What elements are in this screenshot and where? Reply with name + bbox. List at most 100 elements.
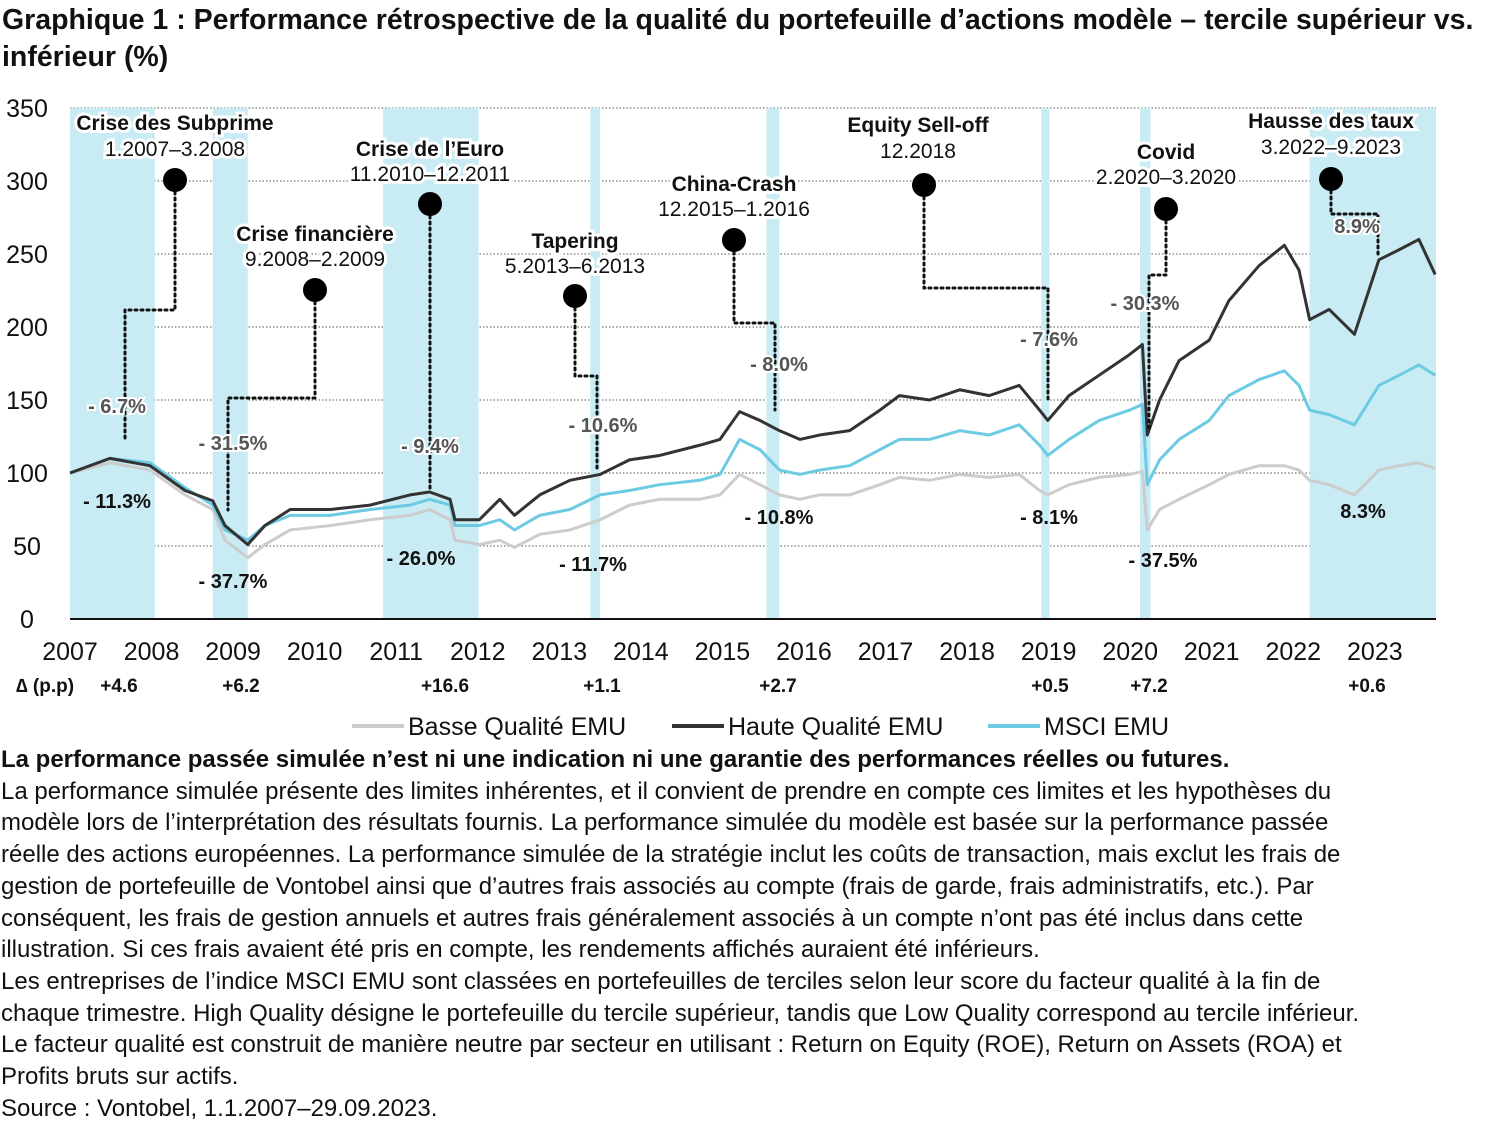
note-line: Le facteur qualité est construit de mani… bbox=[1, 1031, 1342, 1059]
marker-dot bbox=[1319, 167, 1343, 191]
x-tick-label: 2023 bbox=[1347, 638, 1403, 666]
period-dates: 11.2010–12.2011 bbox=[350, 163, 510, 186]
y-tick-label: 0 bbox=[20, 606, 34, 634]
period-title: China-Crash bbox=[672, 173, 797, 196]
delta-value: +0.6 bbox=[1348, 676, 1386, 697]
note-line: illustration. Si ces frais avaient été p… bbox=[1, 936, 1040, 964]
note-line: réelle des actions européennes. La perfo… bbox=[1, 841, 1341, 869]
leader-line bbox=[226, 288, 317, 512]
drawdown-high-quality: - 7.6% bbox=[1020, 329, 1078, 351]
marker-dot bbox=[163, 168, 187, 192]
note-line: gestion de portefeuille de Vontobel ains… bbox=[1, 872, 1314, 900]
drawdown-high-quality: - 8.0% bbox=[750, 354, 808, 376]
drawdown-high-quality: - 9.4% bbox=[401, 436, 459, 458]
delta-value: +16.6 bbox=[421, 676, 469, 697]
note-line: conséquent, les frais de gestion annuels… bbox=[1, 904, 1304, 932]
y-tick-label: 150 bbox=[6, 387, 48, 415]
delta-value: +4.6 bbox=[100, 676, 138, 697]
period-title: Hausse des taux bbox=[1248, 110, 1414, 133]
drawdown-high-quality: - 10.6% bbox=[569, 415, 638, 437]
shaded-period bbox=[1139, 108, 1151, 619]
marker-dot bbox=[303, 278, 327, 302]
x-tick-label: 2019 bbox=[1021, 638, 1077, 666]
leader-line bbox=[123, 178, 177, 442]
delta-value: +6.2 bbox=[222, 676, 260, 697]
y-tick-label: 200 bbox=[6, 314, 48, 342]
x-tick-label: 2017 bbox=[858, 638, 914, 666]
x-tick-label: 2022 bbox=[1265, 638, 1321, 666]
period-title: Tapering bbox=[531, 230, 618, 253]
y-tick-label: 250 bbox=[6, 241, 48, 269]
period-title: Crise financière bbox=[236, 223, 394, 246]
series-line-2 bbox=[69, 363, 1436, 542]
note-line: La performance simulée présente des limi… bbox=[1, 777, 1332, 805]
note-line: chaque trimestre. High Quality désigne l… bbox=[1, 999, 1360, 1027]
x-tick-label: 2011 bbox=[369, 638, 423, 666]
x-tick-label: 2010 bbox=[287, 638, 343, 666]
drawdown-high-quality: - 30.3% bbox=[1111, 293, 1180, 315]
drawdown-high-quality: - 31.5% bbox=[199, 433, 268, 455]
period-dates: 1.2007–3.2008 bbox=[105, 138, 245, 161]
period-title: Crise des Subprime bbox=[76, 112, 273, 135]
x-tick-label: 2018 bbox=[939, 638, 995, 666]
marker-dot bbox=[1154, 197, 1178, 221]
x-tick-label: 2013 bbox=[532, 638, 588, 666]
delta-value: +2.7 bbox=[759, 676, 797, 697]
period-dates: 12.2018 bbox=[880, 140, 956, 163]
period-dates: 2.2020–3.2020 bbox=[1096, 166, 1236, 189]
disclaimer: La performance passée simulée n’est ni u… bbox=[1, 746, 1230, 773]
drawdown-low-quality: 8.3% bbox=[1340, 501, 1386, 523]
chart-title: Graphique 1 : Performance rétrospective … bbox=[2, 4, 1474, 73]
x-tick-label: 2009 bbox=[205, 638, 261, 666]
drawdown-low-quality: - 8.1% bbox=[1020, 507, 1078, 529]
y-tick-label: 50 bbox=[13, 533, 41, 561]
shaded-period bbox=[70, 108, 155, 619]
x-tick-label: 2007 bbox=[42, 638, 98, 666]
leader-line bbox=[922, 183, 1050, 402]
leader-line bbox=[573, 294, 599, 472]
shaded-period bbox=[1041, 108, 1050, 619]
drawdown-low-quality: - 37.7% bbox=[199, 571, 268, 593]
period-dates: 9.2008–2.2009 bbox=[245, 248, 385, 271]
y-tick-label: 350 bbox=[6, 95, 48, 123]
delta-label: ∆ (p.p) bbox=[16, 676, 74, 697]
x-tick-label: 2008 bbox=[124, 638, 180, 666]
y-tick-label: 300 bbox=[6, 168, 48, 196]
note-line: Profits bruts sur actifs. bbox=[1, 1063, 239, 1091]
note-line: modèle lors de l’interprétation des résu… bbox=[1, 809, 1329, 837]
marker-dot bbox=[912, 173, 936, 197]
x-tick-label: 2012 bbox=[450, 638, 506, 666]
period-title: Covid bbox=[1137, 141, 1195, 164]
note-lines: La performance simulée présente des limi… bbox=[1, 776, 1359, 1125]
period-title: Crise de l’Euro bbox=[356, 138, 504, 161]
drawdown-low-quality: - 10.8% bbox=[745, 507, 814, 529]
x-tick-label: 2021 bbox=[1184, 638, 1240, 666]
series-line-1 bbox=[69, 237, 1437, 547]
period-dates: 5.2013–6.2013 bbox=[505, 255, 645, 278]
x-tick-label: 2014 bbox=[613, 638, 669, 666]
delta-value: +7.2 bbox=[1130, 676, 1168, 697]
period-dates: 3.2022–9.2023 bbox=[1261, 136, 1401, 159]
drawdown-low-quality: - 11.7% bbox=[559, 554, 627, 576]
legend-label: Basse Qualité EMU bbox=[408, 713, 626, 741]
note-line: Les entreprises de l’indice MSCI EMU son… bbox=[1, 967, 1321, 995]
marker-dot bbox=[418, 192, 442, 216]
series-line-0 bbox=[69, 461, 1436, 560]
legend-label: Haute Qualité EMU bbox=[728, 713, 943, 741]
footnotes: La performance passée simulée n’est ni u… bbox=[1, 744, 1359, 1124]
leader-line bbox=[732, 238, 777, 412]
drawdown-low-quality: - 11.3% bbox=[83, 491, 151, 513]
period-title: Equity Sell-off bbox=[847, 114, 989, 137]
note-line: Source : Vontobel, 1.1.2007–29.09.2023. bbox=[1, 1094, 438, 1122]
legend-label: MSCI EMU bbox=[1044, 713, 1169, 741]
period-dates: 12.2015–1.2016 bbox=[658, 198, 810, 221]
delta-value: +1.1 bbox=[583, 676, 621, 697]
x-tick-label: 2015 bbox=[695, 638, 751, 666]
drawdown-high-quality: - 6.7% bbox=[88, 396, 146, 418]
drawdown-low-quality: - 37.5% bbox=[1129, 550, 1198, 572]
drawdown-low-quality: - 26.0% bbox=[387, 548, 456, 570]
marker-dot bbox=[563, 284, 587, 308]
leader-line bbox=[1147, 207, 1168, 432]
y-tick-label: 100 bbox=[6, 460, 48, 488]
marker-dot bbox=[722, 228, 746, 252]
